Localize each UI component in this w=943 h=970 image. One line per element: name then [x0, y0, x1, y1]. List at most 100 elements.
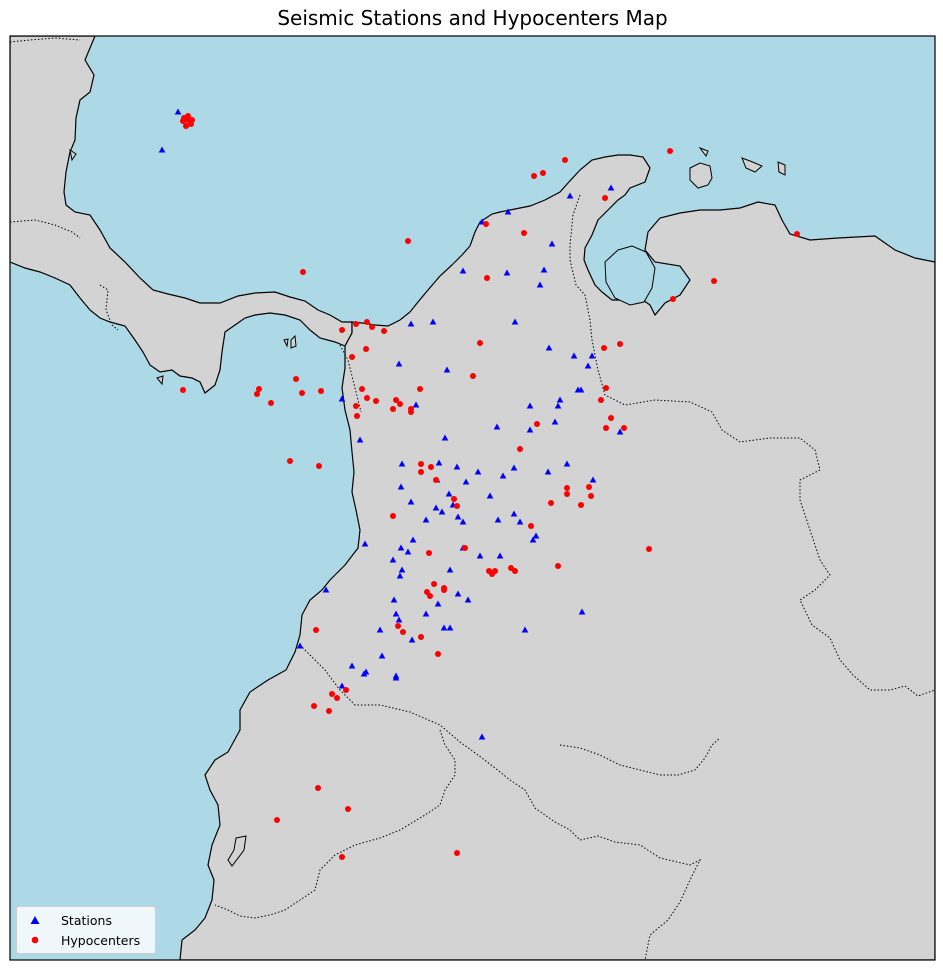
circle-marker-icon	[25, 935, 45, 945]
legend-item-stations: Stations	[25, 911, 112, 929]
station-marker	[459, 267, 467, 274]
hypocenter-marker	[256, 386, 262, 392]
hypocenters-layer	[180, 113, 800, 860]
hypocenter-marker	[343, 687, 349, 693]
hypocenter-marker	[329, 691, 335, 697]
station-marker	[616, 428, 624, 435]
hypocenter-marker	[254, 391, 260, 397]
hypocenter-marker	[395, 623, 401, 629]
station-marker	[407, 498, 415, 505]
hypocenter-marker	[326, 708, 332, 714]
station-marker	[556, 396, 564, 403]
station-marker	[521, 626, 529, 633]
hypocenter-marker	[534, 421, 540, 427]
hypocenter-marker	[369, 324, 375, 330]
hypocenter-marker	[564, 491, 570, 497]
hypocenter-marker	[354, 413, 360, 419]
hypocenter-marker	[339, 854, 345, 860]
station-marker	[499, 472, 507, 479]
hypocenter-marker	[483, 221, 489, 227]
hypocenter-marker	[531, 173, 537, 179]
hypocenter-marker	[313, 627, 319, 633]
station-marker	[544, 468, 552, 475]
station-marker	[510, 464, 518, 471]
station-marker	[526, 402, 534, 409]
station-marker	[584, 362, 592, 369]
hypocenter-marker	[462, 545, 468, 551]
station-marker	[422, 516, 430, 523]
station-marker	[516, 518, 524, 525]
station-marker	[453, 463, 461, 470]
station-marker	[551, 418, 559, 425]
hypocenter-marker	[364, 319, 370, 325]
hypocenter-marker	[180, 387, 186, 393]
hypocenter-marker	[390, 406, 396, 412]
station-marker	[454, 513, 462, 520]
hypocenter-marker	[433, 477, 439, 483]
station-marker	[404, 548, 412, 555]
station-marker	[526, 426, 534, 433]
station-marker	[445, 490, 453, 497]
station-marker	[356, 436, 364, 443]
station-marker	[296, 642, 304, 649]
station-marker	[454, 590, 462, 597]
station-marker	[503, 269, 511, 276]
lake-maracaibo	[604, 245, 656, 306]
station-marker	[389, 556, 397, 563]
legend-label-stations: Stations	[61, 912, 112, 928]
station-marker	[474, 468, 482, 475]
station-marker	[429, 318, 437, 325]
hypocenter-marker	[315, 785, 321, 791]
station-marker	[589, 476, 597, 483]
map-title: Seismic Stations and Hypocenters Map	[277, 6, 668, 30]
station-marker	[496, 552, 504, 559]
station-marker	[446, 566, 454, 573]
hypocenter-marker	[586, 484, 592, 490]
station-marker	[412, 401, 420, 408]
station-marker	[158, 146, 166, 153]
station-marker	[441, 434, 449, 441]
hypocenter-marker	[441, 587, 447, 593]
hypocenter-marker	[353, 403, 359, 409]
station-marker	[174, 108, 182, 115]
hypocenter-marker	[418, 634, 424, 640]
islands	[69, 146, 786, 867]
station-marker	[398, 460, 406, 467]
hypocenter-marker	[603, 425, 609, 431]
station-marker	[563, 460, 571, 467]
station-marker	[322, 586, 330, 593]
station-marker	[438, 508, 446, 515]
hypocenter-marker	[617, 341, 623, 347]
hypocenter-marker	[428, 464, 434, 470]
station-marker	[548, 240, 556, 247]
hypocenter-marker	[598, 397, 604, 403]
hypocenter-marker	[794, 231, 800, 237]
hypocenter-marker	[489, 571, 495, 577]
hypocenter-marker	[540, 170, 546, 176]
hypocenter-marker	[189, 117, 195, 123]
hypocenter-marker	[418, 461, 424, 467]
hypocenter-marker	[318, 388, 324, 394]
hypocenter-marker	[381, 328, 387, 334]
hypocenter-marker	[451, 496, 457, 502]
station-marker	[432, 504, 440, 511]
station-marker	[574, 386, 582, 393]
station-marker	[395, 616, 403, 623]
station-marker	[422, 610, 430, 617]
hypocenter-marker	[454, 503, 460, 509]
legend: Stations Hypocenters	[16, 906, 156, 954]
hypocenter-marker	[293, 376, 299, 382]
station-marker	[397, 483, 405, 490]
station-marker	[338, 395, 346, 402]
hypocenter-marker	[397, 401, 403, 407]
station-marker	[464, 596, 472, 603]
hypocenter-marker	[274, 817, 280, 823]
hypocenter-marker	[417, 386, 423, 392]
hypocenter-marker	[512, 568, 518, 574]
hypocenter-marker	[548, 500, 554, 506]
hypocenter-marker	[484, 275, 490, 281]
station-marker	[407, 320, 415, 327]
hypocenter-marker	[359, 386, 365, 392]
station-marker	[607, 184, 615, 191]
